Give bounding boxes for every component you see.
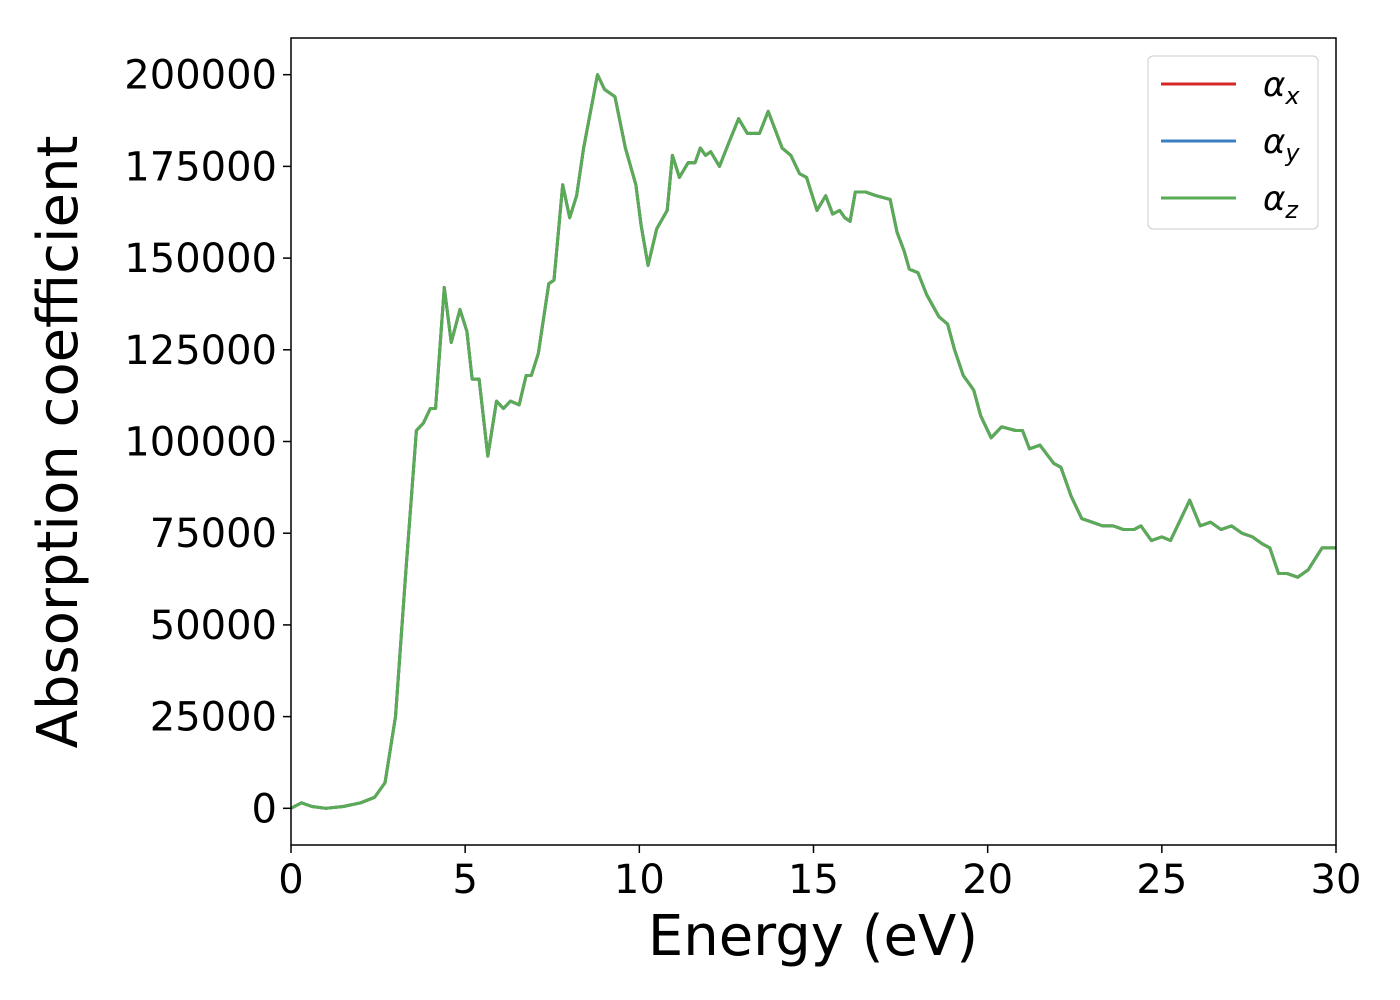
x-tick-label: 20 — [962, 857, 1013, 903]
y-tick-label: 150000 — [124, 236, 277, 282]
legend-label: αz — [1263, 179, 1299, 224]
x-tick-label: 25 — [1136, 857, 1187, 903]
series-line — [291, 73, 1336, 810]
y-tick-label: 25000 — [150, 695, 277, 741]
y-tick-label: 100000 — [124, 420, 277, 466]
x-axis-label: Energy (eV) — [648, 904, 978, 969]
y-tick-label: 175000 — [124, 144, 277, 190]
y-axis-label: Absorption coefficient — [26, 136, 91, 749]
plot-frame — [290, 37, 1337, 846]
x-tick-label: 5 — [452, 857, 477, 903]
y-tick-label: 200000 — [124, 53, 277, 99]
x-tick-label: 0 — [278, 857, 303, 903]
y-tick-label: 75000 — [150, 511, 277, 557]
legend-label: αy — [1263, 122, 1300, 167]
x-tick-label: 30 — [1311, 857, 1362, 903]
y-tick-label: 125000 — [124, 328, 277, 374]
x-tick-label: 15 — [788, 857, 839, 903]
y-tick-label: 50000 — [150, 603, 277, 649]
y-tick-label: 0 — [252, 786, 277, 832]
legend-label: αx — [1263, 65, 1300, 110]
x-tick-label: 10 — [614, 857, 665, 903]
